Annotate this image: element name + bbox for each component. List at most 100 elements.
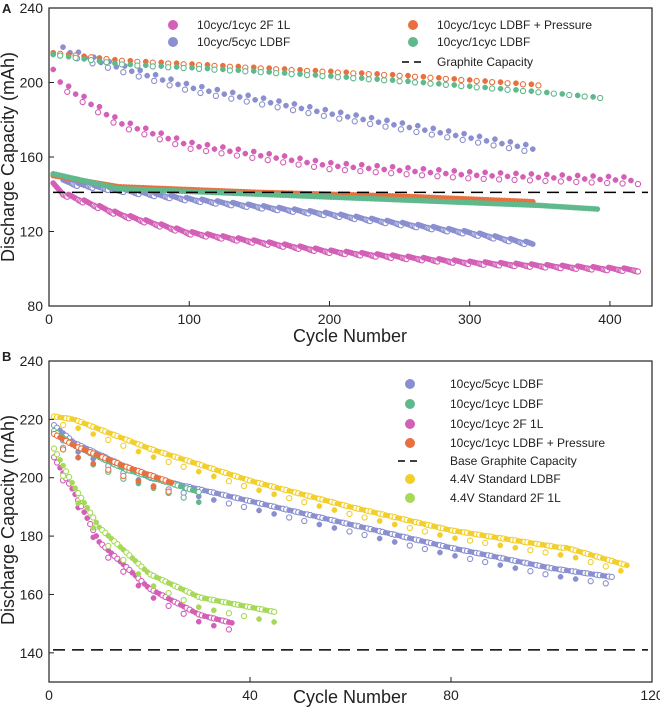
data-point	[330, 112, 335, 117]
data-point	[243, 69, 248, 74]
data-point	[226, 501, 231, 506]
data-point	[536, 90, 541, 95]
data-point	[306, 110, 311, 115]
legend-label: 10cyc/1cyc LDBF	[437, 35, 530, 49]
legend-marker	[168, 37, 178, 47]
data-point	[491, 143, 496, 148]
data-point	[362, 515, 367, 520]
data-point	[382, 167, 387, 172]
data-point	[377, 518, 382, 523]
data-point	[400, 120, 405, 125]
panel-b-x-axis-title: Cycle Number	[293, 687, 407, 707]
data-point	[407, 125, 412, 130]
legend-marker	[405, 438, 415, 448]
data-point	[344, 70, 349, 75]
data-point	[143, 126, 148, 131]
data-point	[452, 168, 457, 173]
data-point	[136, 449, 141, 454]
data-point	[528, 569, 533, 574]
data-point	[112, 61, 117, 66]
panel-a: A 0 100 200 300 40080120160200240 Cycle Numb…	[0, 0, 652, 346]
data-point	[628, 178, 633, 183]
data-point	[621, 174, 626, 179]
data-point	[620, 181, 625, 186]
y-tick-label: 180	[20, 528, 44, 544]
data-point	[574, 179, 579, 184]
data-point	[274, 70, 279, 75]
data-point	[558, 179, 563, 184]
data-point	[287, 515, 292, 520]
data-point	[189, 140, 194, 145]
data-point	[272, 511, 277, 516]
data-point	[588, 579, 593, 584]
data-point	[467, 77, 472, 82]
legend-marker	[405, 379, 415, 389]
data-point	[405, 73, 410, 78]
y-tick-label: 160	[20, 586, 44, 602]
data-point	[419, 173, 424, 178]
data-point	[160, 77, 165, 82]
data-point	[152, 78, 157, 83]
data-point	[268, 100, 273, 105]
legend-marker	[405, 399, 415, 409]
data-point	[191, 86, 196, 91]
data-point	[390, 72, 395, 77]
data-point	[136, 571, 141, 576]
data-point	[196, 605, 201, 610]
data-point	[582, 176, 587, 181]
data-point	[582, 94, 587, 99]
data-point	[81, 94, 86, 99]
data-point	[73, 486, 78, 491]
data-point	[51, 446, 56, 451]
data-point	[412, 169, 417, 174]
data-point	[243, 151, 248, 156]
data-point	[359, 162, 364, 167]
data-point	[595, 206, 600, 211]
data-point	[560, 172, 565, 177]
data-point	[166, 136, 171, 141]
data-point	[522, 148, 527, 153]
data-point	[85, 516, 90, 521]
legend-label: 10cyc/1cyc 2F 1L	[450, 417, 544, 431]
data-point	[313, 72, 318, 77]
data-point	[166, 591, 171, 596]
data-point	[469, 136, 474, 141]
data-point	[256, 508, 261, 513]
data-point	[452, 76, 457, 81]
data-point	[150, 131, 155, 136]
data-point	[229, 620, 234, 625]
data-point	[189, 65, 194, 70]
y-tick-label: 140	[20, 645, 44, 661]
data-point	[91, 515, 96, 520]
data-point	[236, 147, 241, 152]
data-point	[428, 75, 433, 80]
data-point	[135, 126, 140, 131]
x-tick-label: 40	[242, 687, 258, 703]
data-point	[429, 132, 434, 137]
data-point	[443, 76, 448, 81]
data-point	[157, 137, 162, 142]
data-point	[375, 77, 380, 82]
data-point	[467, 538, 472, 543]
data-point	[57, 457, 62, 462]
data-point	[173, 142, 178, 147]
data-point	[196, 619, 201, 624]
data-point	[497, 177, 502, 182]
data-point	[428, 170, 433, 175]
data-point	[368, 121, 373, 126]
data-point	[567, 92, 572, 97]
data-point	[97, 104, 102, 109]
data-point	[603, 564, 608, 569]
data-point	[499, 141, 504, 146]
data-point	[397, 79, 402, 84]
data-point	[226, 479, 231, 484]
data-point	[76, 455, 81, 460]
data-point	[317, 522, 322, 527]
data-point	[91, 431, 96, 436]
data-point	[446, 128, 451, 133]
data-point	[128, 121, 133, 126]
data-point	[342, 168, 347, 173]
data-point	[359, 76, 364, 81]
data-point	[267, 69, 272, 74]
data-point	[529, 89, 534, 94]
